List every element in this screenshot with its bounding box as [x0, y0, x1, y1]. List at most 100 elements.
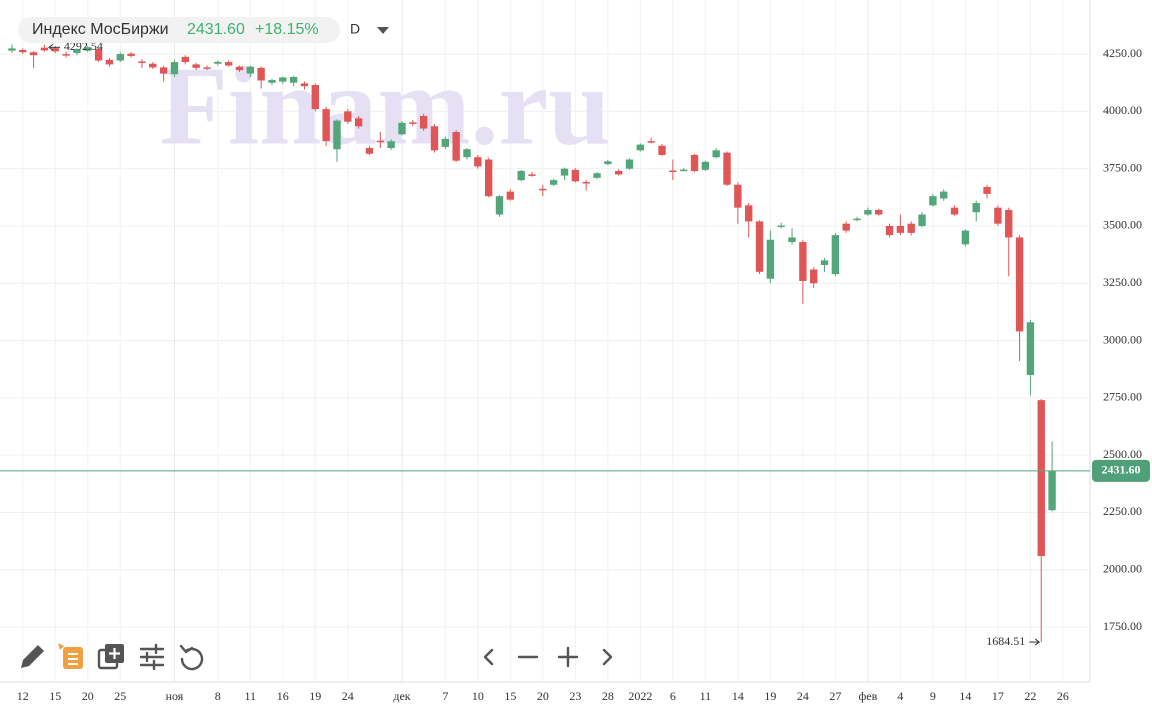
x-tick-label: 9	[930, 689, 936, 703]
candle-body	[745, 205, 753, 222]
candle-body	[994, 207, 1002, 224]
candle-body	[734, 184, 742, 208]
y-tick-label: 1750.00	[1103, 619, 1142, 633]
x-tick-label: 27	[829, 689, 841, 703]
y-tick-label: 2500.00	[1103, 447, 1142, 461]
candle-body	[604, 161, 612, 165]
low-marker-label: 1684.51	[986, 634, 1025, 648]
candle-body	[918, 214, 926, 226]
candle-body	[419, 115, 428, 129]
candle-body	[907, 223, 915, 233]
candle-body	[701, 161, 710, 170]
x-tick-label: 15	[49, 689, 61, 703]
candle-body	[799, 242, 807, 281]
candle-body	[820, 260, 829, 265]
candle-body	[203, 67, 211, 69]
x-tick-label: 19	[309, 689, 321, 703]
candle-body	[149, 63, 157, 68]
candle-body	[777, 225, 785, 228]
candle-body	[170, 62, 179, 75]
candles	[8, 44, 1056, 643]
candle-body	[235, 66, 244, 71]
watermark: Finam.ru	[159, 45, 610, 169]
candle-body	[344, 111, 352, 122]
candle-body	[549, 180, 558, 185]
candle-body	[1048, 470, 1056, 511]
candle-body	[51, 48, 59, 52]
x-tick-label: 25	[114, 689, 126, 703]
candle-body	[192, 64, 200, 68]
y-tick-label: 3000.00	[1103, 332, 1142, 346]
x-tick-label: 26	[1057, 689, 1069, 703]
x-tick-label: 14	[959, 689, 971, 703]
candle-body	[116, 54, 124, 61]
candle-body	[625, 159, 634, 169]
candle-body	[506, 191, 515, 200]
high-marker-arrowhead	[48, 43, 54, 51]
draw-tool[interactable]	[21, 645, 44, 668]
candle-body	[333, 120, 341, 150]
candle-body	[246, 66, 254, 74]
candle-body	[961, 230, 970, 245]
x-tick-label: дек	[393, 689, 410, 703]
x-tick-label: 19	[764, 689, 776, 703]
candle-body	[647, 141, 655, 143]
candle-body	[810, 269, 818, 284]
candle-body	[1005, 209, 1013, 238]
x-tick-label: 7	[442, 689, 448, 703]
candle-body	[495, 196, 504, 215]
interval-dropdown[interactable]	[377, 27, 389, 34]
toolbar	[21, 643, 613, 671]
axes: 1750.00 2000.00 2250.00 2500.00 2750.00 3000.…	[0, 39, 1150, 703]
low-marker-arrowhead	[1034, 638, 1041, 646]
candle-body	[441, 138, 450, 147]
zoom-in[interactable]	[557, 646, 579, 668]
candle-body	[593, 173, 601, 178]
x-tick-label: 6	[670, 689, 676, 703]
x-tick-label: ноя	[166, 689, 184, 703]
reset[interactable]	[179, 644, 204, 671]
x-tick-label: фев	[858, 689, 877, 703]
grid	[0, 0, 1090, 682]
candle-body	[831, 235, 840, 275]
x-tick-label: 8	[215, 689, 221, 703]
candle-body	[972, 203, 980, 213]
y-tick-label: 4000.00	[1103, 103, 1142, 117]
candle-body	[452, 132, 460, 161]
candle-body	[669, 170, 677, 173]
add-indicator[interactable]	[97, 644, 124, 670]
candle-body	[680, 169, 688, 172]
x-tick-label: 24	[342, 689, 354, 703]
candle-body	[322, 109, 330, 142]
candle-body	[84, 47, 92, 51]
candle-body	[268, 79, 276, 83]
y-tick-label: 4250.00	[1103, 46, 1142, 60]
interval[interactable]: D	[350, 21, 360, 37]
x-tick-label: 12	[17, 689, 29, 703]
candle-body	[539, 188, 547, 191]
candle-body	[224, 62, 233, 66]
x-tick-label: 28	[602, 689, 614, 703]
candle-body	[127, 53, 135, 56]
x-tick-label: 16	[277, 689, 289, 703]
candle-body	[365, 148, 374, 154]
candle-body	[528, 174, 536, 176]
y-tick-label: 3500.00	[1103, 218, 1142, 232]
candle-body	[181, 56, 189, 63]
header-price: 2431.60	[187, 21, 245, 38]
candle-body	[1026, 322, 1035, 375]
settings[interactable]	[139, 643, 165, 671]
candle-body	[29, 52, 38, 56]
candle-body	[885, 225, 894, 236]
notes-tool[interactable]	[58, 643, 83, 669]
scroll-left[interactable]	[483, 648, 494, 666]
candle-body	[842, 223, 850, 231]
candle-body	[300, 83, 309, 87]
candle-body	[40, 47, 49, 51]
y-tick-label: 3750.00	[1103, 160, 1142, 174]
scroll-right[interactable]	[602, 648, 613, 666]
x-tick-label: 20	[82, 689, 94, 703]
y-tick-label: 2750.00	[1103, 390, 1142, 404]
